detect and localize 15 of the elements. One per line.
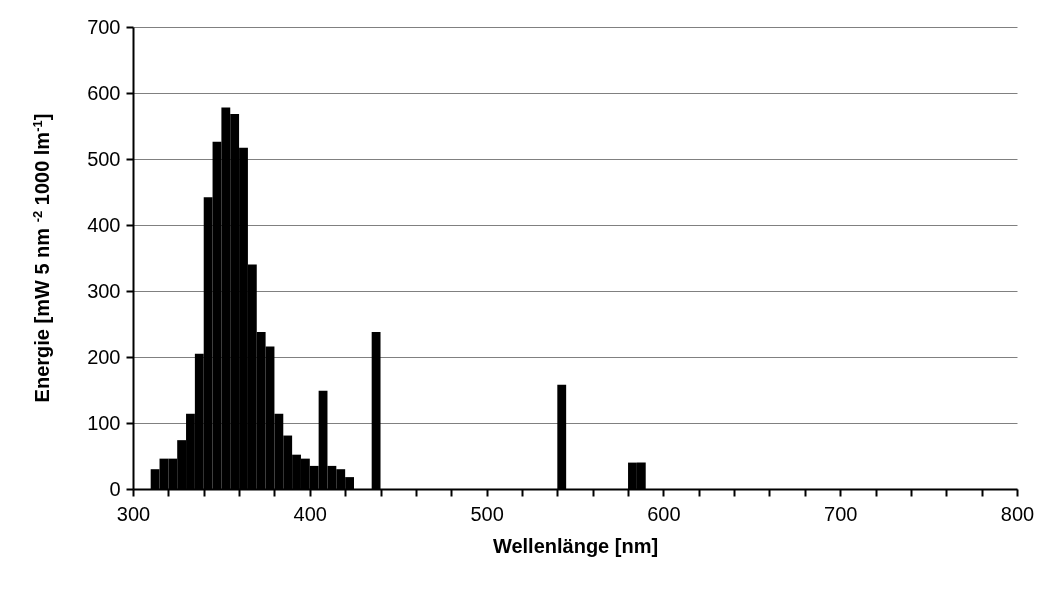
y-tick-label: 700	[87, 15, 121, 38]
x-tick-label: 600	[647, 502, 681, 525]
y-tick-label: 200	[87, 345, 121, 368]
y-tick-label: 300	[87, 279, 121, 302]
y-tick-label: 500	[87, 147, 121, 170]
x-tick-label: 300	[116, 502, 151, 525]
y-tick-label: 0	[109, 477, 121, 500]
x-tick-label: 800	[1000, 502, 1035, 525]
y-tick-label: 600	[87, 81, 121, 104]
y-tick-label: 100	[87, 411, 121, 434]
x-tick-label: 700	[824, 502, 858, 525]
x-tick-label: 400	[293, 502, 327, 525]
x-tick-label: 500	[470, 502, 504, 525]
y-tick-label: 400	[87, 213, 121, 236]
x-axis-title: Wellenlänge [nm]	[492, 534, 659, 557]
